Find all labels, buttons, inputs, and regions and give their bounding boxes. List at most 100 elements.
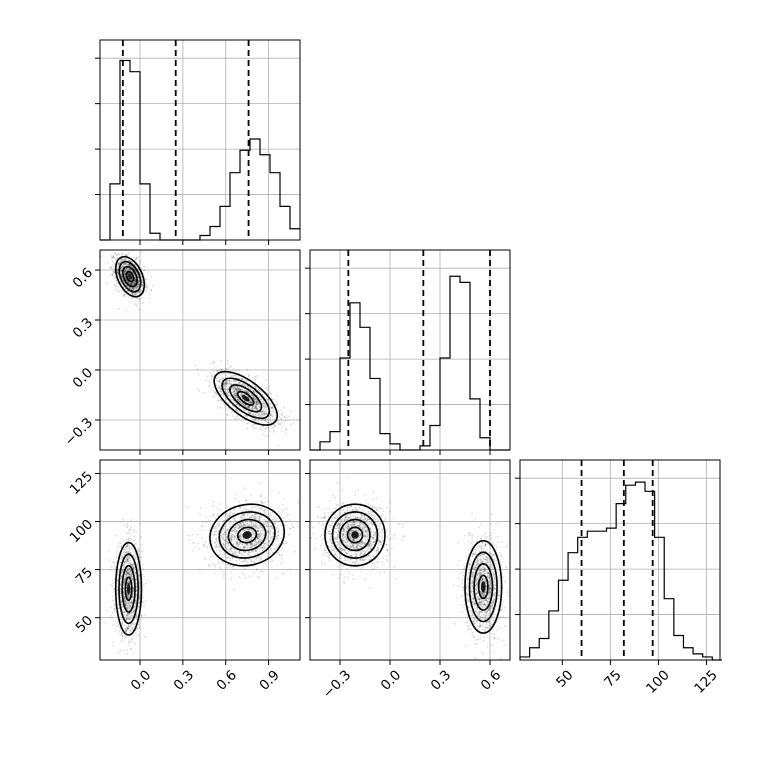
scatter-point xyxy=(237,389,240,392)
scatter-point xyxy=(135,530,138,533)
scatter-point xyxy=(234,388,236,391)
scatter-point xyxy=(244,546,246,549)
scatter-point xyxy=(279,524,282,527)
scatter-point xyxy=(129,667,131,669)
scatter-point xyxy=(217,554,220,557)
scatter-point xyxy=(127,595,129,598)
scatter-point xyxy=(267,535,270,537)
scatter-point xyxy=(266,398,269,401)
scatter-point xyxy=(126,573,128,576)
scatter-point xyxy=(199,513,202,516)
scatter-point xyxy=(125,545,128,548)
scatter-point xyxy=(263,546,266,549)
scatter-point xyxy=(220,534,223,537)
scatter-point xyxy=(232,552,234,555)
scatter-point xyxy=(239,521,242,524)
scatter-point xyxy=(224,388,227,390)
scatter-point xyxy=(226,385,228,388)
scatter-point xyxy=(248,402,251,404)
scatter-point xyxy=(265,542,267,545)
scatter-point xyxy=(191,549,194,552)
scatter-point xyxy=(240,393,243,396)
scatter-point xyxy=(136,284,139,286)
scatter-point xyxy=(241,543,244,546)
scatter-point xyxy=(237,387,240,390)
scatter-point xyxy=(123,583,126,585)
scatter-point xyxy=(123,272,126,275)
scatter-point xyxy=(229,550,232,553)
scatter-point xyxy=(233,395,236,398)
scatter-point xyxy=(127,627,130,630)
scatter-point xyxy=(220,372,223,375)
scatter-point xyxy=(236,388,239,391)
scatter-point xyxy=(212,389,215,392)
scatter-point xyxy=(116,256,118,259)
scatter-point xyxy=(121,557,123,560)
scatter-point xyxy=(129,613,132,615)
scatter-point xyxy=(260,529,263,531)
scatter-point xyxy=(221,377,224,379)
scatter-point xyxy=(133,293,136,295)
scatter-point xyxy=(222,533,225,535)
scatter-point xyxy=(127,572,130,575)
scatter-point xyxy=(263,412,266,415)
scatter-point xyxy=(227,393,229,395)
scatter-point xyxy=(238,543,241,545)
scatter-point xyxy=(264,542,266,545)
scatter-point xyxy=(211,514,214,517)
scatter-point xyxy=(250,388,253,391)
scatter-point xyxy=(215,545,218,548)
scatter-point xyxy=(220,368,223,371)
scatter-point xyxy=(126,571,128,574)
scatter-point xyxy=(222,377,224,380)
scatter-point xyxy=(228,514,231,517)
scatter-point xyxy=(122,257,124,260)
scatter-point xyxy=(291,522,293,525)
scatter-point xyxy=(137,283,140,286)
scatter-point xyxy=(239,389,242,391)
scatter-point xyxy=(261,536,263,539)
scatter-point xyxy=(123,581,125,584)
scatter-point xyxy=(238,523,240,526)
scatter-point xyxy=(124,574,126,576)
scatter-point xyxy=(210,378,213,381)
scatter-point xyxy=(247,375,250,378)
scatter-point xyxy=(133,287,136,289)
scatter-point xyxy=(141,605,144,608)
scatter-point xyxy=(233,536,236,538)
scatter-point xyxy=(119,260,122,263)
scatter-point xyxy=(266,421,269,424)
scatter-point xyxy=(238,400,241,402)
scatter-point xyxy=(252,396,255,399)
scatter-point xyxy=(242,547,245,550)
scatter-point xyxy=(127,581,129,584)
scatter-point xyxy=(130,603,133,606)
scatter-point xyxy=(256,412,259,415)
scatter-point xyxy=(257,548,260,551)
scatter-point xyxy=(232,414,234,416)
scatter-point xyxy=(251,417,254,420)
scatter-point xyxy=(123,593,126,596)
scatter-point xyxy=(246,415,249,418)
scatter-point xyxy=(230,387,233,390)
scatter-point xyxy=(236,399,239,401)
scatter-point xyxy=(264,405,267,408)
scatter-point xyxy=(253,407,256,410)
scatter-point xyxy=(216,513,219,516)
scatter-point xyxy=(248,375,251,377)
scatter-point xyxy=(251,531,254,534)
scatter-point xyxy=(281,528,284,531)
scatter-point xyxy=(106,261,109,263)
scatter-point xyxy=(279,422,282,425)
scatter-point xyxy=(125,630,128,633)
scatter-point xyxy=(232,406,235,408)
scatter-point xyxy=(126,628,129,630)
scatter-point xyxy=(140,274,143,276)
scatter-point xyxy=(255,523,258,525)
scatter-point xyxy=(137,280,140,282)
scatter-point xyxy=(227,380,230,382)
scatter-point xyxy=(249,401,251,404)
scatter-point xyxy=(106,282,108,284)
scatter-point xyxy=(285,521,288,523)
scatter-point xyxy=(132,626,135,629)
